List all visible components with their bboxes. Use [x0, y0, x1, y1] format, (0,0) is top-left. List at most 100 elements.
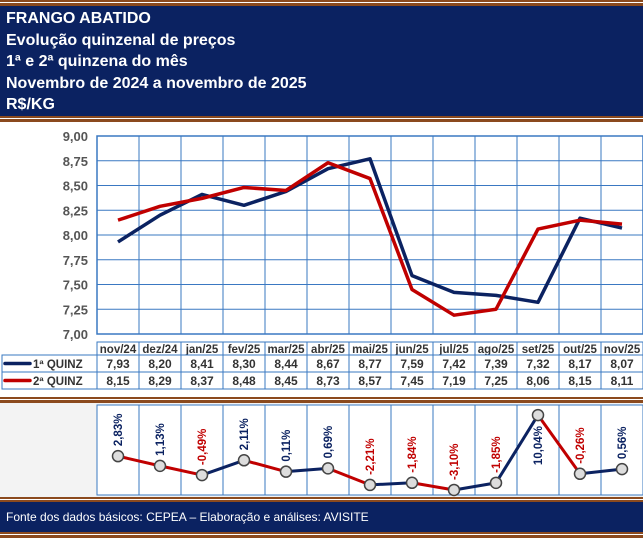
variation-segment	[411, 481, 455, 492]
variation-marker	[573, 467, 587, 481]
variation-label: 2,83%	[113, 414, 125, 447]
variation-marker	[405, 476, 419, 490]
table-value: 8,73	[316, 374, 340, 388]
x-tick-label: out/25	[563, 344, 597, 356]
table-value: 8,41	[190, 357, 214, 371]
footer-top-stripe	[0, 497, 643, 503]
table-value: 8,11	[611, 374, 634, 388]
table-value: 8,57	[358, 374, 382, 388]
series-line-2	[117, 160, 623, 317]
variation-segment	[201, 458, 245, 477]
table-value: 7,45	[400, 374, 424, 388]
x-tick-label: jun/25	[394, 344, 429, 356]
series-line-1	[117, 157, 623, 305]
price-chart: 9,00 8,75 8,50 8,25 8,00 7,75 7,50 7,25 7,00 nov/…	[0, 129, 643, 497]
table-value: 7,39	[484, 357, 508, 371]
variation-segment	[327, 466, 371, 487]
variation-segment	[159, 464, 203, 477]
y-tick-label: 8,25	[63, 203, 88, 218]
variation-segment	[243, 458, 287, 474]
table-cell	[600, 371, 643, 390]
table-value: 7,42	[442, 357, 466, 371]
variation-segment	[579, 467, 623, 476]
table-value: 7,59	[400, 357, 424, 371]
variation-label: 2,11%	[239, 418, 251, 450]
table-value: 8,67	[316, 357, 340, 371]
y-tick-label: 7,00	[63, 327, 88, 342]
variation-marker	[111, 449, 125, 463]
x-tick-label: abr/25	[311, 344, 345, 356]
bottom-stripe	[0, 532, 643, 538]
legend-label: 2ª QUINZ	[33, 376, 83, 388]
source-note: Fonte dos dados básicos: CEPEA – Elabora…	[6, 510, 369, 524]
x-tick-label: ago/25	[478, 344, 515, 356]
variation-marker	[363, 478, 377, 492]
variation-segment	[117, 454, 161, 468]
x-tick-label: nov/24	[100, 344, 137, 356]
y-tick-label: 9,00	[63, 129, 88, 144]
variation-label: -2,21%	[365, 438, 377, 474]
table-value: 8,48	[232, 374, 256, 388]
table-value: 8,17	[568, 357, 592, 371]
table-value: 8,20	[148, 357, 172, 371]
variation-label: -1,85%	[491, 436, 503, 472]
variation-label: -1,84%	[407, 436, 419, 472]
variation-marker	[153, 459, 167, 473]
variation-label: -0,49%	[197, 429, 209, 465]
table-value: 7,93	[106, 357, 130, 371]
table-value: 8,15	[106, 374, 130, 388]
variation-segment	[369, 481, 413, 487]
table-value: 8,29	[148, 374, 172, 388]
y-tick-label: 7,75	[63, 253, 88, 268]
legend-label: 1ª QUINZ	[33, 359, 83, 371]
variation-label: 1,13%	[155, 423, 167, 456]
x-tick-label: jul/25	[438, 344, 469, 356]
table-value: 8,44	[274, 357, 298, 371]
x-tick-label: jan/25	[185, 344, 219, 356]
table-value: 7,25	[484, 374, 508, 388]
variation-marker	[195, 468, 209, 482]
x-tick-label: mai/25	[352, 344, 388, 356]
table-value: 8,15	[568, 374, 592, 388]
variation-marker	[531, 408, 545, 422]
unit: R$/KG	[6, 96, 55, 113]
y-tick-label: 7,50	[63, 278, 88, 293]
variation-label: 0,11%	[281, 430, 293, 462]
variation-label: 10,04%	[533, 426, 545, 465]
table-value: 7,19	[442, 374, 466, 388]
title: FRANGO ABATIDO	[6, 10, 151, 27]
table-value: 8,37	[190, 374, 214, 388]
table-value: 7,32	[526, 357, 550, 371]
x-tick-label: nov/25	[604, 344, 641, 356]
table-value: 8,07	[610, 357, 634, 371]
x-tick-label: set/25	[522, 344, 555, 356]
variation-segment	[536, 414, 582, 475]
table-value: 8,45	[274, 374, 298, 388]
variation-label: 0,69%	[323, 426, 335, 459]
table-value: 8,30	[232, 357, 256, 371]
table-value: 8,77	[358, 357, 382, 371]
period: Novembro de 2024 a novembro de 2025	[6, 74, 307, 92]
variation-segment	[285, 466, 329, 474]
variation-marker	[321, 462, 335, 475]
x-tick-label: fev/25	[228, 344, 261, 356]
divider-line	[0, 399, 643, 400]
variation-marker	[279, 465, 293, 478]
y-tick-label: 8,50	[63, 179, 88, 194]
footer: Fonte dos dados básicos: CEPEA – Elabora…	[0, 502, 643, 532]
variation-marker	[615, 462, 629, 476]
y-tick-label: 8,00	[63, 228, 88, 243]
variation-label: -0,26%	[575, 427, 587, 463]
top-stripe	[0, 0, 643, 6]
subtitle-2: 1ª e 2ª quinzena do mês	[6, 53, 188, 70]
y-tick-label: 8,75	[63, 154, 88, 169]
variation-segment	[453, 481, 497, 492]
x-tick-label: mar/25	[267, 344, 305, 356]
variation-marker	[237, 454, 251, 467]
variation-segment	[494, 414, 540, 484]
variation-label: -3,10%	[449, 444, 461, 480]
variation-label: 0,56%	[617, 426, 629, 459]
subtitle: Evolução quinzenal de preços	[6, 31, 236, 49]
header-bottom-stripe	[0, 116, 643, 122]
x-tick-label: dez/24	[142, 344, 178, 356]
